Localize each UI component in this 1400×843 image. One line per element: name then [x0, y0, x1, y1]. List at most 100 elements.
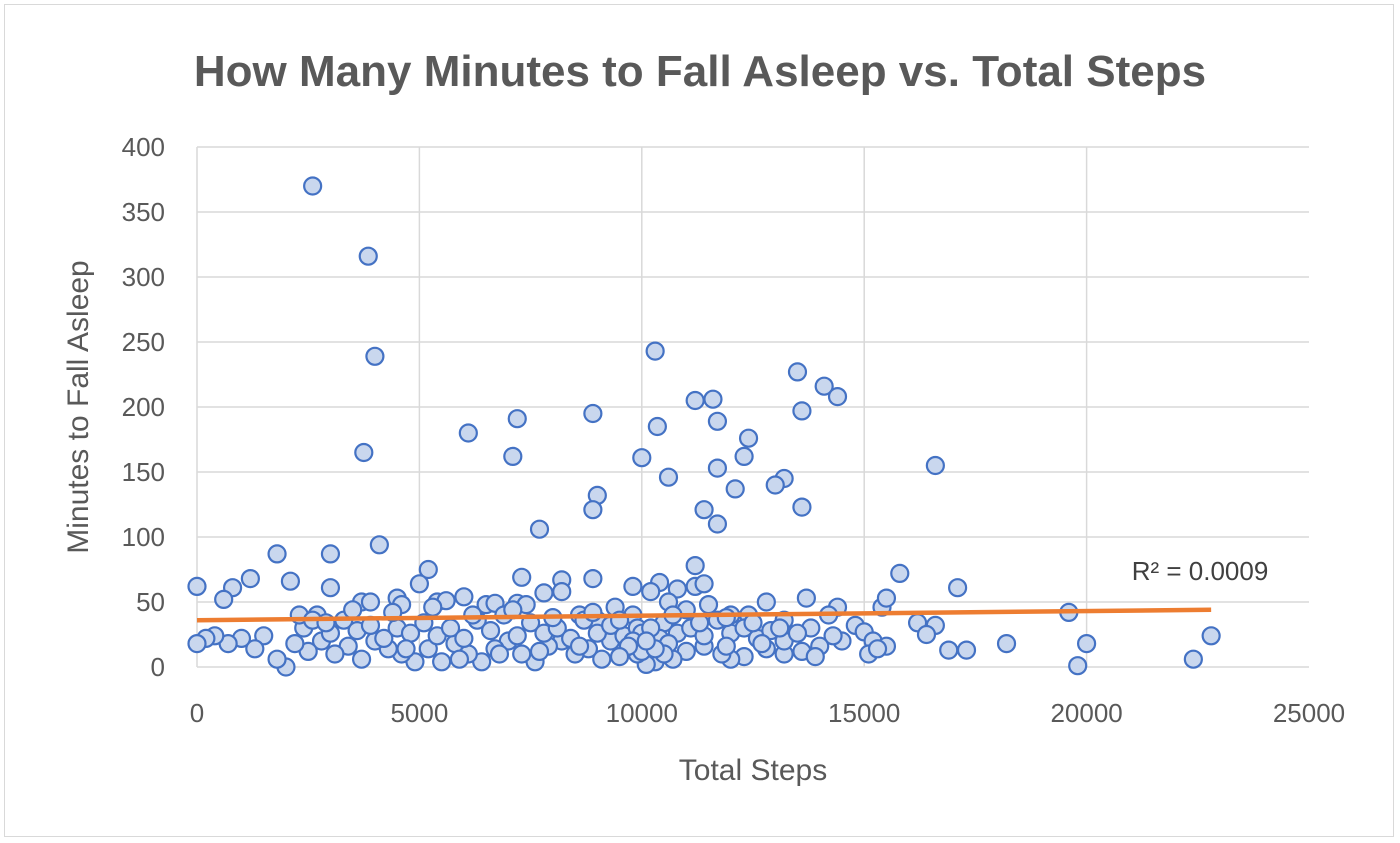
data-point	[529, 519, 550, 539]
data-point	[423, 597, 443, 617]
data-point	[365, 346, 385, 366]
data-point	[609, 646, 630, 667]
y-tick-label: 100	[122, 522, 165, 552]
data-point	[823, 626, 843, 646]
data-point	[432, 652, 452, 672]
data-point	[529, 641, 550, 662]
x-tick-label: 20000	[1050, 698, 1122, 728]
data-point	[867, 639, 888, 659]
data-point	[343, 600, 363, 620]
data-point	[512, 644, 532, 664]
chart-frame	[4, 4, 1394, 837]
data-point	[1068, 656, 1088, 676]
data-point	[770, 618, 790, 638]
y-tick-labels: 0 50 100 150 200 250 300 350 400	[122, 132, 165, 682]
data-point	[667, 579, 687, 599]
y-tick-label: 400	[122, 132, 165, 162]
data-point	[583, 403, 603, 424]
data-point	[583, 568, 603, 589]
data-point	[734, 446, 754, 466]
data-point	[592, 649, 612, 669]
data-point	[716, 607, 736, 628]
data-point	[534, 583, 554, 603]
data-point	[267, 544, 287, 564]
data-point	[707, 411, 728, 431]
data-point	[254, 626, 274, 646]
data-point	[418, 639, 438, 659]
data-point	[647, 416, 667, 437]
data-point	[507, 626, 527, 646]
data-point	[743, 613, 763, 633]
data-point	[240, 568, 260, 589]
x-tick-label: 10000	[606, 698, 678, 728]
data-point	[418, 559, 438, 580]
data-point	[792, 497, 812, 517]
data-point	[805, 646, 825, 667]
x-tick-label: 15000	[828, 698, 900, 728]
data-point	[480, 620, 501, 641]
data-point	[512, 567, 532, 587]
data-point	[320, 578, 341, 598]
data-point	[280, 571, 301, 591]
data-point	[890, 563, 910, 584]
data-point	[956, 640, 977, 660]
data-point	[1201, 626, 1221, 646]
r-squared-annotation: R² = 0.0009	[1132, 556, 1269, 586]
data-point	[187, 576, 207, 597]
data-point	[583, 500, 603, 520]
data-point	[814, 376, 834, 396]
data-point	[787, 362, 808, 382]
gridlines	[196, 146, 1309, 668]
y-tick-label: 150	[122, 457, 165, 487]
data-point	[569, 636, 590, 656]
data-point	[503, 446, 523, 466]
data-point	[685, 390, 705, 411]
data-point	[685, 555, 705, 576]
data-point	[738, 428, 759, 448]
data-point	[374, 628, 394, 649]
data-point	[507, 409, 527, 429]
data-point	[752, 633, 772, 654]
data-point	[658, 467, 679, 487]
data-point	[354, 442, 374, 463]
y-tick-label: 350	[122, 197, 165, 227]
trendline	[196, 607, 1212, 623]
x-tick-labels: 0 5000 10000 15000 20000 25000	[190, 698, 1345, 728]
data-point	[916, 624, 937, 645]
data-point	[641, 581, 661, 602]
data-point	[716, 636, 736, 656]
data-point	[707, 458, 728, 478]
data-point	[725, 479, 745, 499]
data-point	[360, 592, 381, 612]
data-point	[698, 594, 719, 615]
data-point	[636, 631, 656, 651]
data-point	[996, 633, 1017, 654]
data-point	[827, 387, 848, 407]
data-point	[463, 605, 483, 625]
data-point	[703, 389, 723, 409]
data-point	[765, 475, 785, 495]
data-point	[925, 455, 945, 476]
data-point	[187, 633, 207, 654]
data-point	[796, 588, 816, 608]
data-point	[358, 246, 378, 266]
y-tick-label: 200	[122, 392, 165, 422]
x-tick-label: 5000	[390, 698, 448, 728]
data-point	[948, 578, 968, 598]
data-point	[623, 576, 643, 597]
data-point	[245, 639, 265, 659]
data-point	[303, 176, 323, 196]
data-points	[187, 176, 1221, 677]
data-point	[396, 639, 416, 659]
y-tick-label: 0	[151, 652, 165, 682]
data-point	[876, 588, 897, 608]
data-point	[351, 649, 372, 669]
data-point	[632, 448, 652, 468]
y-axis-label: Minutes to Fall Asleep	[62, 260, 95, 553]
chart-title: How Many Minutes to Fall Asleep vs. Tota…	[194, 47, 1206, 96]
data-point	[707, 514, 728, 534]
data-point	[489, 644, 510, 664]
data-point	[267, 649, 287, 669]
y-tick-label: 300	[122, 262, 165, 292]
